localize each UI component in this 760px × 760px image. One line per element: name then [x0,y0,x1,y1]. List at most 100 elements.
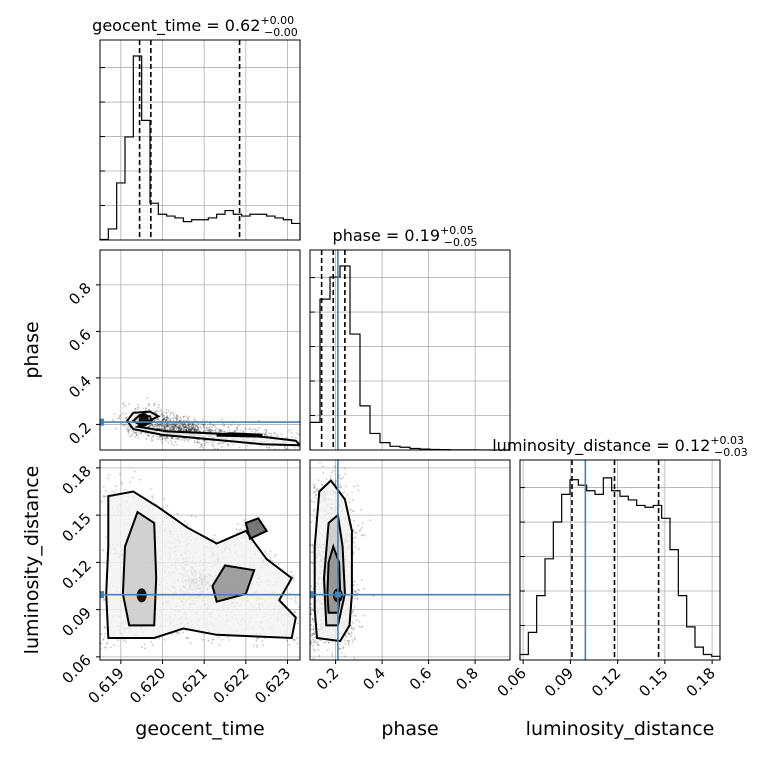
sample-point [174,440,177,443]
sample-point [166,414,169,417]
sample-point [167,437,169,440]
sample-point [256,644,258,647]
density-fill-2 [212,565,255,602]
sample-point [285,453,287,455]
sample-point [158,425,161,428]
contour-line-1 [322,513,346,627]
sample-point [283,446,286,448]
y-axis-label-phase: phase [21,321,43,378]
sample-point [155,425,158,427]
sample-point [188,438,191,441]
sample-point [176,438,179,441]
sample-point [358,530,361,533]
contour-line-3 [244,517,269,541]
sample-point [314,639,316,641]
sample-point [317,479,320,482]
sample-point [135,431,138,434]
sample-point [358,625,361,628]
sample-point [168,428,171,431]
sample-point [311,544,314,547]
sample-point [352,615,354,617]
sample-point [187,423,190,426]
sample-point [179,425,182,428]
sample-point [190,428,192,431]
sample-point [193,429,196,431]
contour-line-1 [121,510,158,627]
sample-point [234,430,237,432]
sample-point [121,424,124,427]
sample-point [208,429,211,432]
sample-point [127,431,130,433]
sample-point [128,481,131,484]
sample-point [210,642,213,645]
x-tick-label-luminosity_distance-1: 0.09 [541,664,577,700]
title-value-phase: phase = 0.19 [333,226,440,245]
sample-point [190,429,193,431]
sample-point [178,427,180,430]
sample-point [249,428,252,430]
sample-point [203,425,206,427]
sample-point [120,481,123,484]
sample-point [176,512,179,515]
sample-point [196,441,199,443]
sample-point [311,618,314,620]
sample-point [351,610,354,613]
sample-point [202,423,205,426]
sample-point [164,419,167,422]
sample-point [157,406,160,408]
x-tick-label-phase-3: 0.8 [452,664,482,694]
sample-point [184,424,187,427]
sample-point [188,429,191,432]
sample-point [193,428,196,431]
sample-point [307,647,309,649]
sample-point [182,423,185,426]
sample-point [152,425,155,428]
sample-point [122,423,125,425]
sample-point [97,590,99,592]
sample-point [276,434,278,436]
sample-point [286,447,289,450]
sample-point [187,417,190,420]
sample-point [126,416,129,418]
sample-point [238,446,241,449]
sample-point [321,484,324,486]
sample-point [151,643,154,646]
sample-point [188,426,190,429]
sample-point [285,447,287,450]
sample-point [211,429,214,432]
sample-point [314,516,317,519]
sample-point [159,423,161,425]
sample-point [211,444,214,447]
sample-point [179,419,181,422]
sample-point [180,427,182,430]
sample-point [312,551,314,553]
x-tick-label-geocent_time-0: 0.619 [85,664,128,707]
sample-point [157,438,160,441]
sample-point [133,432,136,434]
sample-point [176,426,179,429]
title-minus-phase: −0.05 [444,236,478,249]
sample-point [146,432,149,435]
sample-point [310,561,313,564]
sample-point [163,418,165,420]
sample-point [102,485,105,488]
sample-point [143,643,146,645]
sample-point [163,416,166,419]
sample-point [190,427,192,430]
sample-point [166,424,169,427]
sample-point [172,423,175,425]
sample-point [178,426,180,429]
sample-point [183,426,186,429]
sample-point [165,416,168,418]
sample-point [184,423,187,426]
sample-point [196,428,199,431]
sample-point [185,429,188,431]
sample-point [318,644,320,647]
sample-point [227,443,230,446]
sample-point [320,639,322,642]
sample-point [313,486,316,489]
sample-point [184,415,187,418]
sample-point [182,419,185,422]
sample-point [135,434,138,437]
sample-point [191,424,193,426]
